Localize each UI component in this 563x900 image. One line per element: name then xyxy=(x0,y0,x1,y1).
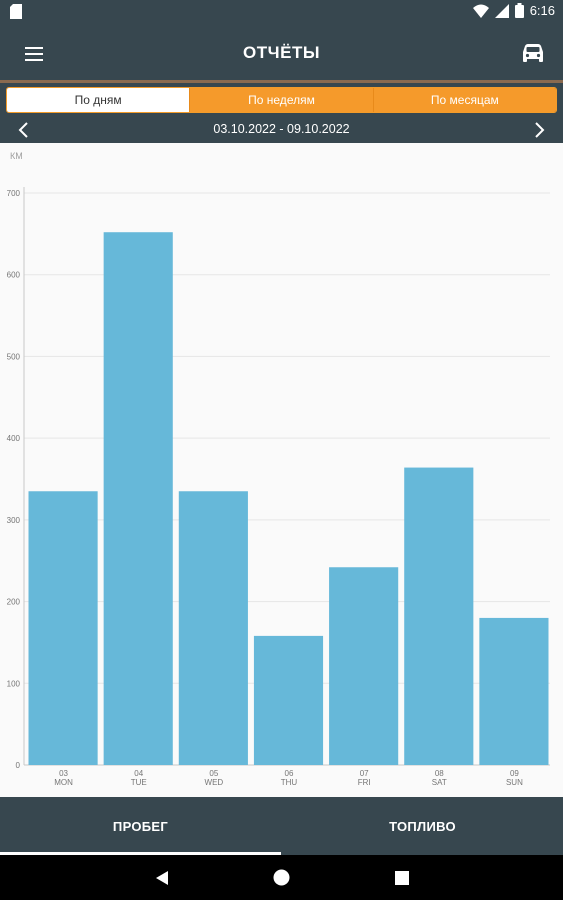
x-tick-weekday: THU xyxy=(281,778,298,787)
status-bar: 6:16 xyxy=(0,0,563,24)
mileage-chart: КМ 0 100 200 300 400 500 600 700 03 MON 04 TUE 05 WED 0… xyxy=(0,143,563,795)
tab-by-months[interactable]: По месяцам xyxy=(372,88,556,112)
chevron-left-icon[interactable] xyxy=(16,121,32,139)
sim-card-icon xyxy=(10,4,22,19)
date-navigation: 03.10.2022 - 09.10.2022 xyxy=(0,117,563,143)
y-tick-label: 600 xyxy=(7,271,21,280)
tab-by-weeks[interactable]: По неделям xyxy=(189,88,373,112)
home-icon[interactable] xyxy=(273,869,290,886)
x-tick-weekday: WED xyxy=(205,778,224,787)
app-bar: ОТЧЁТЫ xyxy=(0,24,563,82)
bar-mon xyxy=(28,491,98,765)
tab-fuel[interactable]: ТОПЛИВО xyxy=(389,818,456,834)
car-icon[interactable] xyxy=(519,41,547,65)
x-tick-weekday: SUN xyxy=(506,778,523,787)
status-time: 6:16 xyxy=(529,3,555,18)
x-tick-day: 03 xyxy=(59,769,68,778)
chevron-right-icon[interactable] xyxy=(531,121,547,139)
tab-by-days[interactable]: По дням xyxy=(7,88,190,112)
x-tick-day: 06 xyxy=(285,769,294,778)
x-tick-day: 08 xyxy=(435,769,444,778)
x-tick-weekday: MON xyxy=(54,778,73,787)
bar-fri xyxy=(329,567,399,765)
period-tabs: По дням По неделям По месяцам xyxy=(6,87,557,113)
signal-icon xyxy=(494,3,509,18)
y-tick-label: 500 xyxy=(7,352,21,361)
x-tick-day: 05 xyxy=(209,769,218,778)
system-nav-bar xyxy=(0,855,563,900)
x-tick-day: 07 xyxy=(360,769,369,778)
period-tabs-bar: По дням По неделям По месяцам xyxy=(0,83,563,117)
menu-icon[interactable] xyxy=(22,42,48,66)
active-tab-indicator xyxy=(0,852,281,855)
bar-sun xyxy=(479,617,549,765)
y-tick-label: 400 xyxy=(7,434,21,443)
y-tick-label: 700 xyxy=(7,189,21,198)
x-tick-weekday: FRI xyxy=(358,778,371,787)
recents-icon[interactable] xyxy=(395,871,409,885)
x-tick-day: 04 xyxy=(134,769,143,778)
y-axis-label: КМ xyxy=(10,151,23,161)
back-icon[interactable] xyxy=(154,870,170,886)
y-tick-label: 200 xyxy=(7,598,21,607)
bottom-tabs: ПРОБЕГ ТОПЛИВО xyxy=(0,797,563,855)
x-tick-day: 09 xyxy=(510,769,519,778)
bar-wed xyxy=(178,491,248,765)
wifi-icon xyxy=(472,4,489,18)
bar-tue xyxy=(103,232,173,766)
y-tick-label: 300 xyxy=(7,516,21,525)
bar-sat xyxy=(404,467,474,765)
y-tick-label: 100 xyxy=(7,679,21,688)
date-range: 03.10.2022 - 09.10.2022 xyxy=(213,122,350,136)
page-title: ОТЧЁТЫ xyxy=(243,43,320,62)
app-bar-divider xyxy=(0,80,563,83)
battery-icon xyxy=(514,3,524,18)
x-tick-weekday: SAT xyxy=(432,778,447,787)
tab-mileage[interactable]: ПРОБЕГ xyxy=(112,818,169,834)
bar-thu xyxy=(253,635,324,765)
y-tick-label: 0 xyxy=(16,761,21,770)
x-tick-weekday: TUE xyxy=(131,778,147,787)
